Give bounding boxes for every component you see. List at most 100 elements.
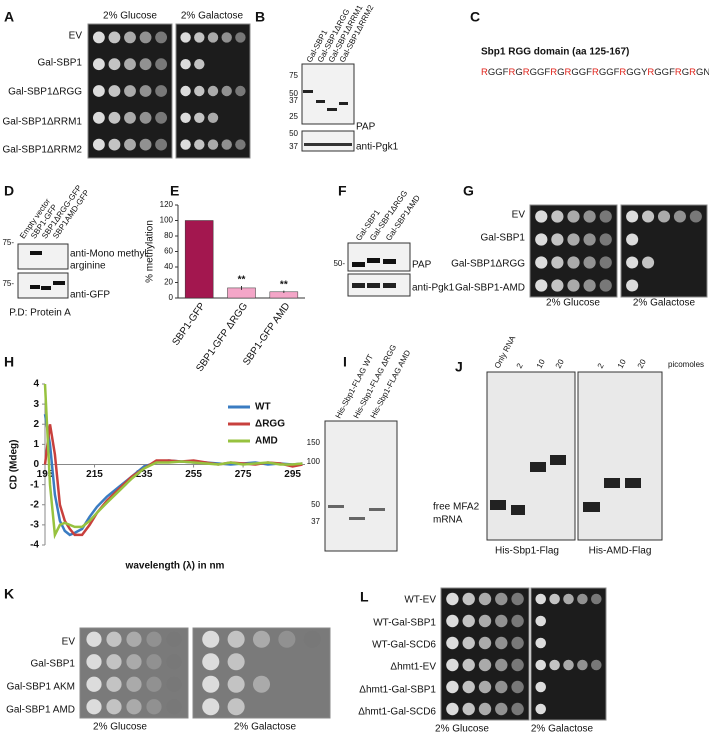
yeast-spot — [446, 636, 459, 650]
band — [316, 100, 325, 103]
y-tick-label: 20 — [164, 278, 173, 287]
blot — [301, 130, 355, 152]
residue: G — [654, 67, 661, 78]
residue: G — [626, 67, 633, 78]
yeast-spot — [146, 654, 162, 670]
x-tick-label: SBP1-GFP — [170, 301, 208, 348]
yeast-spot — [495, 680, 508, 694]
yeast-spot — [108, 31, 121, 44]
band — [367, 258, 380, 263]
residue: R — [619, 67, 626, 78]
panel-label: J — [455, 359, 463, 375]
yeast-spot — [626, 256, 639, 269]
y-tick-label: 1 — [33, 439, 39, 450]
yeast-spot — [626, 210, 639, 223]
label: 20 — [554, 357, 566, 370]
residue: G — [634, 67, 641, 78]
label: RGGFRGRGGFRGRGGFRGGFRGGYRGGFRGRGNFRGRGGA… — [481, 67, 709, 78]
yeast-spot — [106, 699, 122, 715]
label: Δhmt1-Gal-SBP1 — [359, 685, 436, 696]
residue: F — [614, 67, 620, 78]
yeast-spot — [495, 658, 508, 672]
band — [369, 508, 385, 511]
yeast-spot — [535, 593, 546, 605]
yeast-spot — [549, 593, 560, 605]
label: P.D: Protein A — [9, 308, 71, 319]
panel-label: A — [4, 9, 14, 25]
band — [583, 502, 600, 512]
label: anti-Pgk1 — [412, 283, 455, 294]
yeast-spot — [626, 233, 639, 246]
yeast-spot — [194, 58, 205, 70]
yeast-spot — [227, 698, 245, 716]
panel-label: I — [343, 354, 347, 370]
yeast-spot — [535, 279, 548, 292]
yeast-spot — [462, 614, 475, 628]
yeast-spot — [446, 702, 459, 716]
residue: G — [682, 67, 689, 78]
residue: F — [544, 67, 550, 78]
panel-label: K — [4, 586, 14, 602]
x-tick-label: 275 — [235, 469, 252, 480]
residue: R — [523, 67, 530, 78]
label: 75- — [2, 279, 14, 288]
bar — [184, 220, 214, 299]
label: 2% Glucose — [103, 11, 157, 22]
residue: R — [689, 67, 696, 78]
label: 75- — [2, 238, 14, 247]
x-tick-label: 295 — [284, 469, 301, 480]
label: 50 — [289, 89, 298, 98]
residue: R — [675, 67, 682, 78]
label: 2 — [515, 361, 525, 370]
label: 2 — [596, 361, 606, 370]
yeast-spot — [108, 85, 121, 97]
residue: G — [599, 67, 606, 78]
residue: G — [696, 67, 703, 78]
yeast-spot — [155, 31, 168, 44]
yeast-spot — [92, 58, 105, 71]
yeast-spot — [106, 631, 122, 647]
yeast-spot — [124, 138, 136, 151]
legend-label: WT — [255, 402, 271, 413]
band — [383, 259, 396, 264]
yeast-spot — [551, 279, 564, 292]
yeast-spot — [227, 675, 245, 693]
panel-label: F — [338, 183, 347, 199]
label: EV — [69, 31, 83, 42]
residue: G — [606, 67, 613, 78]
yeast-spot — [583, 279, 596, 292]
yeast-spot — [511, 702, 524, 716]
yeast-spot — [567, 256, 580, 269]
yeast-spot — [462, 680, 475, 694]
label: 75 — [289, 71, 298, 80]
residue: R — [481, 67, 488, 78]
yeast-spot — [563, 659, 574, 671]
label: anti-Pgk1 — [356, 142, 399, 153]
yeast-spot — [252, 675, 271, 693]
yeast-spot — [221, 139, 232, 150]
y-tick-label: -2 — [30, 499, 39, 510]
label: 2% Galactose — [633, 298, 696, 309]
label: Gal-SBP1ΔRRM1 — [3, 117, 83, 128]
yeast-spot — [599, 256, 612, 269]
y-tick-label: -3 — [30, 520, 39, 531]
yeast-spot — [511, 592, 524, 606]
yeast-spot — [166, 699, 182, 715]
yeast-spot — [180, 58, 191, 70]
band — [53, 281, 65, 285]
yeast-spot — [194, 139, 205, 150]
yeast-spot — [86, 699, 102, 715]
yeast-spot — [551, 233, 564, 246]
yeast-spot — [642, 256, 655, 269]
yeast-spot — [303, 630, 321, 648]
yeast-spot — [155, 85, 168, 97]
yeast-spot — [478, 658, 492, 672]
yeast-spot — [535, 637, 546, 649]
label: 37 — [289, 142, 298, 151]
yeast-spot — [642, 210, 655, 223]
yeast-spot — [227, 653, 245, 671]
label: free MFA2 — [433, 502, 480, 513]
y-tick-label: 0 — [169, 293, 174, 302]
yeast-spot — [180, 32, 191, 43]
yeast-spot — [207, 85, 219, 97]
